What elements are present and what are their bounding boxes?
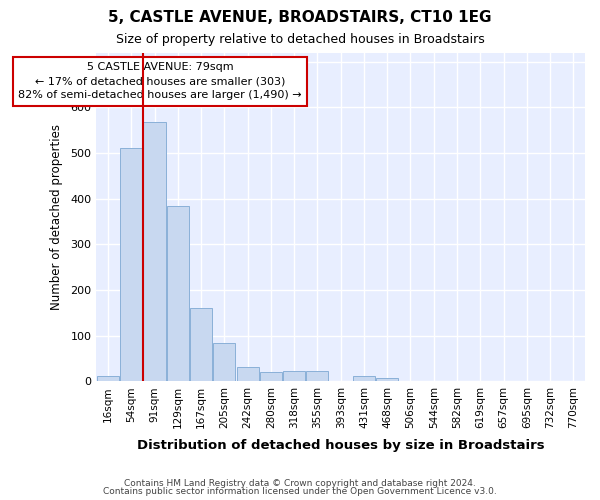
Text: Contains public sector information licensed under the Open Government Licence v3: Contains public sector information licen… bbox=[103, 487, 497, 496]
Text: Size of property relative to detached houses in Broadstairs: Size of property relative to detached ho… bbox=[116, 32, 484, 46]
Bar bbox=[143, 122, 166, 382]
Bar bbox=[120, 148, 142, 382]
Text: 5, CASTLE AVENUE, BROADSTAIRS, CT10 1EG: 5, CASTLE AVENUE, BROADSTAIRS, CT10 1EG bbox=[108, 10, 492, 25]
X-axis label: Distribution of detached houses by size in Broadstairs: Distribution of detached houses by size … bbox=[137, 440, 544, 452]
Text: Contains HM Land Registry data © Crown copyright and database right 2024.: Contains HM Land Registry data © Crown c… bbox=[124, 478, 476, 488]
Bar bbox=[307, 371, 328, 382]
Bar bbox=[190, 308, 212, 382]
Bar bbox=[283, 371, 305, 382]
Y-axis label: Number of detached properties: Number of detached properties bbox=[50, 124, 64, 310]
Bar bbox=[97, 376, 119, 382]
Text: 5 CASTLE AVENUE: 79sqm
← 17% of detached houses are smaller (303)
82% of semi-de: 5 CASTLE AVENUE: 79sqm ← 17% of detached… bbox=[18, 62, 302, 100]
Bar bbox=[236, 367, 259, 382]
Bar bbox=[353, 376, 375, 382]
Bar bbox=[213, 344, 235, 382]
Bar bbox=[376, 378, 398, 382]
Bar bbox=[167, 206, 189, 382]
Bar bbox=[260, 372, 282, 382]
